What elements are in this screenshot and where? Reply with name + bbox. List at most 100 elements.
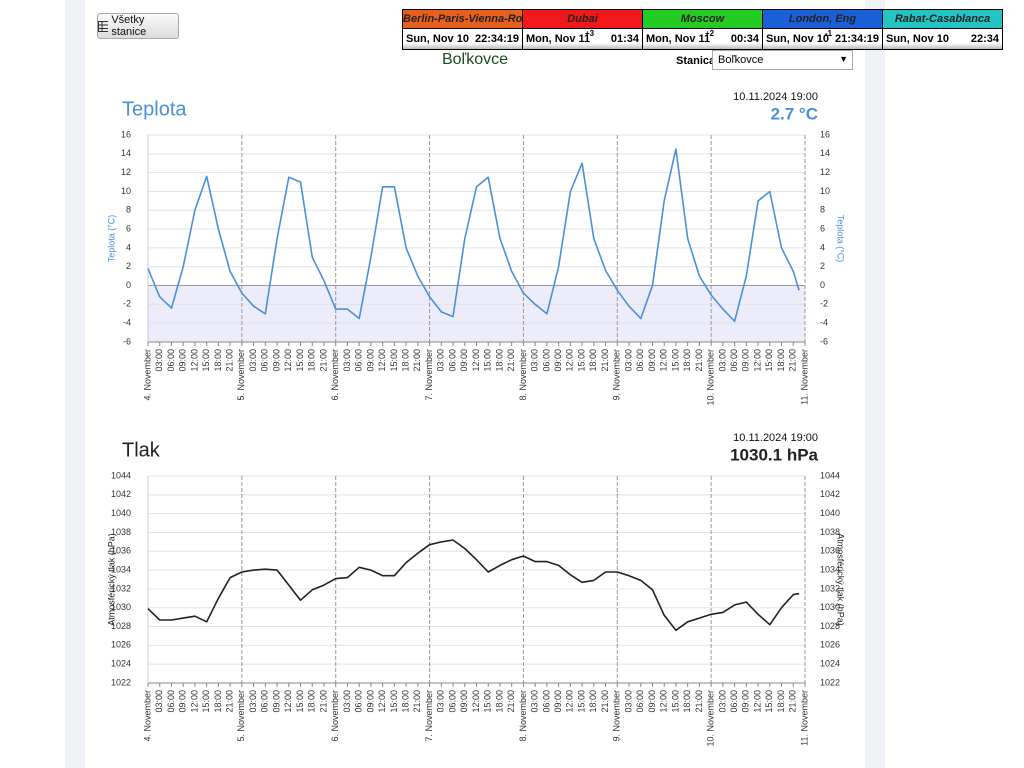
clock-time: 22:34:19: [474, 33, 519, 45]
clock-time: 22:34: [970, 33, 999, 45]
x-tick-label: 12:00: [377, 690, 387, 713]
x-tick-label: 12:00: [659, 690, 669, 713]
y-tick-label-right: 10: [820, 186, 830, 196]
x-tick-label: 18:00: [307, 349, 317, 372]
x-tick-label: 12:00: [659, 349, 669, 372]
y-tick-label: 2: [126, 261, 131, 271]
clock-city: Dubai: [523, 10, 642, 29]
clock-date: Sun, Nov 10: [406, 33, 469, 45]
y-tick-label: 1022: [111, 677, 131, 687]
x-tick-label: 06:00: [635, 349, 645, 372]
x-tick-label: 12:00: [377, 349, 387, 372]
y-tick-label: 0: [126, 280, 131, 290]
x-tick-label: 15:00: [764, 349, 774, 372]
x-tick-label: 12:00: [283, 690, 293, 713]
x-tick-label: 18:00: [776, 690, 786, 713]
station-select[interactable]: Boľkovce ▼: [712, 50, 853, 70]
x-tick-label: 03:00: [717, 349, 727, 372]
y-tick-label-right: 1030: [820, 602, 840, 612]
timestamp: 10.11.2024 19:00: [733, 91, 818, 103]
x-tick-label: 11. November: [799, 349, 809, 405]
x-tick-label: 03:00: [248, 690, 258, 713]
x-tick-label: 03:00: [717, 690, 727, 713]
clock-offset: +2: [705, 29, 715, 38]
clock-offset: +3: [585, 29, 595, 38]
x-tick-label: 9. November: [612, 690, 622, 742]
station-select-value: Boľkovce: [718, 54, 764, 66]
y-tick-label: 16: [121, 129, 131, 139]
y-axis-label: Teplota (°C): [106, 215, 116, 263]
clock: Dubai Mon, Nov 11 +3 01:34: [522, 9, 643, 50]
y-tick-label: 1024: [111, 659, 131, 669]
y-tick-label: 4: [126, 242, 131, 252]
x-tick-label: 09:00: [459, 690, 469, 713]
y-tick-label-right: 2: [820, 261, 825, 271]
y-tick-label-right: 1036: [820, 546, 840, 556]
x-tick-label: 09:00: [647, 349, 657, 372]
x-tick-label: 12:00: [752, 349, 762, 372]
x-tick-label: 5. November: [236, 690, 246, 742]
x-tick-label: 06:00: [260, 690, 270, 713]
y-tick-label: -6: [123, 336, 131, 346]
x-tick-label: 09:00: [365, 349, 375, 372]
x-tick-label: 12:00: [565, 349, 575, 372]
y-tick-label-right: -2: [820, 299, 828, 309]
x-tick-label: 15:00: [670, 349, 680, 372]
y-tick-label: 12: [121, 167, 131, 177]
x-tick-label: 12:00: [565, 690, 575, 713]
x-tick-label: 03:00: [623, 690, 633, 713]
y-tick-label-right: 1044: [820, 470, 840, 480]
x-tick-label: 21:00: [225, 349, 235, 372]
clock-time: 01:34: [610, 33, 639, 45]
current-reading: 1030.1 hPa: [730, 445, 818, 464]
x-tick-label: 09:00: [553, 690, 563, 713]
x-tick-label: 09:00: [553, 349, 563, 372]
x-tick-label: 21:00: [600, 349, 610, 372]
x-tick-label: 06:00: [729, 349, 739, 372]
y-tick-label-right: 14: [820, 148, 830, 158]
x-tick-label: 06:00: [541, 349, 551, 372]
x-tick-label: 15:00: [295, 690, 305, 713]
clock-city: Berlin-Paris-Vienna-Roma: [403, 10, 522, 29]
x-tick-label: 12:00: [471, 690, 481, 713]
x-tick-label: 18:00: [682, 349, 692, 372]
y-tick-label: 1040: [111, 508, 131, 518]
x-tick-label: 03:00: [530, 690, 540, 713]
y-axis-label: Atmosférický tlak (hPa): [106, 533, 116, 626]
y-tick-label: 8: [126, 205, 131, 215]
x-tick-label: 06:00: [447, 349, 457, 372]
current-reading: 2.7 °C: [771, 104, 818, 123]
x-tick-label: 11. November: [799, 690, 809, 746]
y-tick-label-right: 1038: [820, 527, 840, 537]
y-tick-label: 1042: [111, 489, 131, 499]
x-tick-label: 7. November: [424, 349, 434, 401]
x-tick-label: 18:00: [400, 690, 410, 713]
x-tick-label: 06:00: [635, 690, 645, 713]
all-stations-button[interactable]: Všetky stanice: [97, 13, 179, 39]
x-tick-label: 15:00: [389, 349, 399, 372]
clock-date: Sun, Nov 10: [766, 33, 829, 45]
x-tick-label: 21:00: [788, 690, 798, 713]
x-tick-label: 21:00: [225, 690, 235, 713]
y-tick-label: 1030: [111, 602, 131, 612]
x-tick-label: 18:00: [682, 690, 692, 713]
y-tick-label-right: -4: [820, 318, 828, 328]
x-tick-label: 18:00: [213, 349, 223, 372]
x-tick-label: 03:00: [436, 349, 446, 372]
data-line: [147, 539, 800, 632]
x-tick-label: 09:00: [741, 690, 751, 713]
x-tick-label: 10. November: [706, 349, 716, 406]
x-tick-label: 12:00: [283, 349, 293, 372]
clock-city: Rabat-Casablanca: [883, 10, 1002, 29]
y-tick-label-right: 1032: [820, 583, 840, 593]
x-tick-label: 09:00: [459, 349, 469, 372]
y-axis-label-right: Teplota (°C): [836, 215, 846, 263]
select-arrow: ▼: [839, 54, 848, 64]
station-title: Boľkovce: [441, 51, 509, 68]
x-tick-label: 03:00: [342, 690, 352, 713]
x-tick-label: 8. November: [518, 690, 528, 742]
x-tick-label: 06:00: [166, 349, 176, 372]
x-tick-label: 12:00: [189, 349, 199, 372]
x-tick-label: 06:00: [354, 690, 364, 713]
y-tick-label: 1034: [111, 564, 131, 574]
